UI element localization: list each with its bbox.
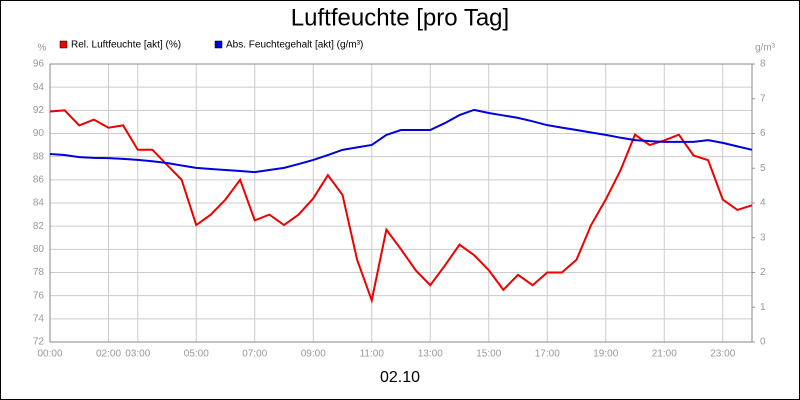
y2-tick-label: 4 [760,198,766,209]
x-tick-label: 11:00 [360,349,385,360]
y2-tick-label: 1 [760,302,766,313]
x-tick-label: 03:00 [125,349,150,360]
y-tick-label: 92 [33,105,45,116]
data-line [49,108,753,174]
y2-tick-label: 3 [760,232,766,243]
y-axis-unit: % [38,43,47,54]
x-tick-label: 21:00 [652,349,677,360]
chart-title: Luftfeuchte [pro Tag] [291,4,509,31]
y-tick-label: 82 [33,221,45,232]
x-axis-label: 02.10 [380,369,420,386]
legend-label: Rel. Luftfeuchte [akt] (%) [71,40,181,51]
y-tick-label: 86 [33,174,45,185]
x-tick-label: 00:00 [37,349,62,360]
y-tick-label: 76 [33,290,45,301]
x-tick-label: 02:00 [96,349,121,360]
y2-tick-label: 7 [760,93,766,104]
x-tick-label: 15:00 [476,349,501,360]
y-tick-label: 74 [33,313,45,324]
y-tick-label: 84 [33,198,45,209]
y2-tick-label: 5 [760,163,766,174]
y2-axis-unit: g/m³ [755,43,776,54]
x-tick-label: 23:00 [710,349,735,360]
y-tick-label: 94 [33,82,45,93]
y2-tick-label: 0 [760,337,766,348]
legend-marker [214,40,223,49]
y2-tick-label: 2 [760,267,766,278]
x-tick-label: 19:00 [593,349,618,360]
x-tick-label: 05:00 [184,349,209,360]
y-tick-label: 80 [33,244,45,255]
y-tick-label: 90 [33,128,45,139]
legend-label: Abs. Feuchtegehalt [akt] (g/m³) [226,40,363,51]
legend-marker [59,40,68,49]
y-tick-label: 88 [33,151,45,162]
y2-tick-label: 6 [760,128,766,139]
data-line [49,109,753,304]
y2-tick-label: 8 [760,59,766,70]
x-tick-label: 07:00 [242,349,267,360]
y-tick-label: 96 [33,59,45,70]
x-tick-label: 13:00 [418,349,443,360]
y-tick-label: 78 [33,267,45,278]
x-tick-label: 09:00 [301,349,326,360]
plot-border [49,63,753,343]
x-tick-label: 17:00 [535,349,560,360]
y-tick-label: 72 [33,337,45,348]
